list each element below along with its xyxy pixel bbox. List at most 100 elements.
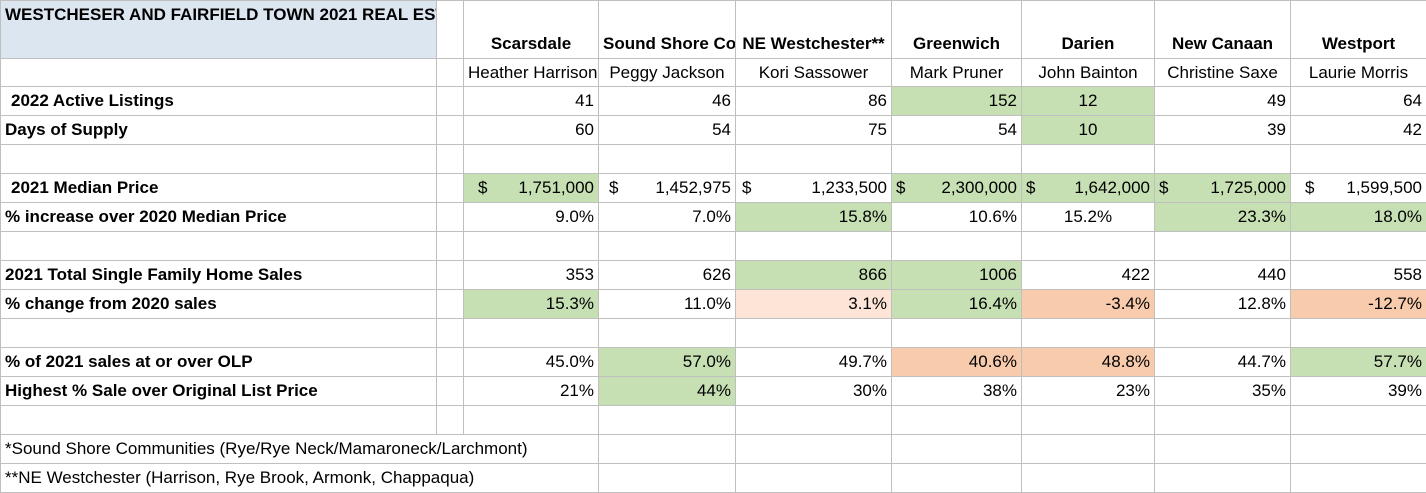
agent-name: Christine Saxe (1155, 59, 1291, 87)
data-cell: 10 (1022, 116, 1155, 145)
blank-cell (1155, 406, 1291, 435)
data-cell: 18.0% (1291, 203, 1426, 232)
data-cell: 152 (892, 87, 1022, 116)
data-cell: 48.8% (1022, 348, 1155, 377)
blank-cell (1155, 319, 1291, 348)
row-median-price: 2021 Median Price $1,751,000 $1,452,975 … (1, 174, 1426, 203)
blank-cell (599, 464, 736, 493)
blank-cell (437, 145, 464, 174)
data-cell: 1006 (892, 261, 1022, 290)
row-median-increase: % increase over 2020 Median Price 9.0% 7… (1, 203, 1426, 232)
col-header-westport: Westport (1291, 1, 1426, 59)
data-cell: 49 (1155, 87, 1291, 116)
blank-cell (736, 319, 892, 348)
data-cell: 626 (599, 261, 736, 290)
data-cell: 64 (1291, 87, 1426, 116)
data-cell: 353 (464, 261, 599, 290)
footnote: *Sound Shore Communities (Rye/Rye Neck/M… (1, 435, 599, 464)
currency-symbol: $ (603, 178, 618, 198)
blank-cell (437, 232, 464, 261)
blank-cell (736, 232, 892, 261)
blank-cell (599, 232, 736, 261)
data-cell: 10.6% (892, 203, 1022, 232)
data-cell: 30% (736, 377, 892, 406)
row-label: % change from 2020 sales (1, 290, 437, 319)
blank-cell (1291, 145, 1426, 174)
price-cell: $1,725,000 (1155, 174, 1291, 203)
blank-cell (464, 319, 599, 348)
footnote-row: *Sound Shore Communities (Rye/Rye Neck/M… (1, 435, 1426, 464)
data-cell: 40.6% (892, 348, 1022, 377)
blank-cell (437, 1, 464, 59)
data-cell: 15.8% (736, 203, 892, 232)
data-cell: 23.3% (1155, 203, 1291, 232)
blank-cell (437, 174, 464, 203)
data-cell: 9.0% (464, 203, 599, 232)
price-value: 1,233,500 (811, 178, 887, 198)
data-cell: 422 (1022, 261, 1155, 290)
data-cell: 44.7% (1155, 348, 1291, 377)
data-cell: 46 (599, 87, 736, 116)
blank-cell (1, 59, 437, 87)
price-value: 1,751,000 (518, 178, 594, 198)
data-cell: 60 (464, 116, 599, 145)
blank-cell (1155, 464, 1291, 493)
data-cell: 440 (1155, 261, 1291, 290)
blank-cell (892, 145, 1022, 174)
blank-cell (1022, 464, 1155, 493)
agent-name: Kori Sassower (736, 59, 892, 87)
data-cell: 15.2% (1022, 203, 1155, 232)
data-cell: 11.0% (599, 290, 736, 319)
currency-symbol: $ (1295, 178, 1314, 198)
row-label: % increase over 2020 Median Price (1, 203, 437, 232)
blank-cell (1022, 406, 1155, 435)
data-cell: 57.7% (1291, 348, 1426, 377)
blank-cell (464, 145, 599, 174)
blank-cell (1155, 435, 1291, 464)
blank-cell (736, 464, 892, 493)
agent-name: Laurie Morris (1291, 59, 1426, 87)
currency-symbol: $ (740, 178, 751, 198)
price-cell: $1,642,000 (1022, 174, 1155, 203)
data-cell: 54 (599, 116, 736, 145)
blank-cell (464, 232, 599, 261)
blank-cell (464, 406, 599, 435)
col-header-greenwich: Greenwich (892, 1, 1022, 59)
data-cell: 3.1% (736, 290, 892, 319)
row-label: 2021 Total Single Family Home Sales (1, 261, 437, 290)
agent-row: Heather Harrison Peggy Jackson Kori Sass… (1, 59, 1426, 87)
price-cell: $1,452,975 (599, 174, 736, 203)
blank-cell (1022, 232, 1155, 261)
blank-cell (1, 232, 437, 261)
col-header-darien: Darien (1022, 1, 1155, 59)
data-cell: 39% (1291, 377, 1426, 406)
data-cell: 15.3% (464, 290, 599, 319)
currency-symbol: $ (1026, 178, 1035, 198)
spacer-row (1, 145, 1426, 174)
data-cell: 7.0% (599, 203, 736, 232)
currency-symbol: $ (1159, 178, 1168, 198)
data-cell: 75 (736, 116, 892, 145)
blank-cell (1291, 232, 1426, 261)
blank-cell (1022, 319, 1155, 348)
row-label: Days of Supply (1, 116, 437, 145)
agent-name: Mark Pruner (892, 59, 1022, 87)
data-cell: 23% (1022, 377, 1155, 406)
blank-cell (892, 435, 1022, 464)
price-cell: $1,599,500 (1291, 174, 1426, 203)
blank-cell (437, 406, 464, 435)
blank-cell (892, 406, 1022, 435)
data-cell: 39 (1155, 116, 1291, 145)
blank-cell (437, 377, 464, 406)
blank-cell (437, 59, 464, 87)
row-label: Highest % Sale over Original List Price (1, 377, 437, 406)
row-label: % of 2021 sales at or over OLP (1, 348, 437, 377)
blank-cell (1291, 319, 1426, 348)
agent-name: Heather Harrison (464, 59, 599, 87)
price-value: 2,300,000 (941, 178, 1017, 198)
data-cell: 12 (1022, 87, 1155, 116)
data-cell: 86 (736, 87, 892, 116)
footnote-row: **NE Westchester (Harrison, Rye Brook, A… (1, 464, 1426, 493)
col-header-sound-shore: Sound Shore Communities (599, 1, 736, 59)
